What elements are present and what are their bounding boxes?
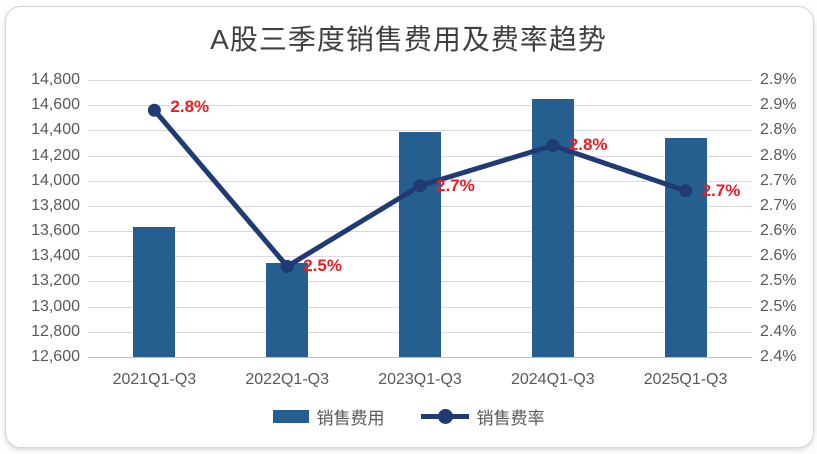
y-axis-left-tick-label: 13,000 <box>31 297 80 315</box>
y-axis-right-tick-label: 2.4% <box>760 348 797 365</box>
line-series-swatch-icon <box>420 408 469 425</box>
point-label: 2.8% <box>568 135 608 155</box>
y-axis-right-tick-label: 2.8% <box>760 121 797 139</box>
gridline <box>88 357 752 358</box>
line-marker-icon <box>280 259 294 273</box>
bar-2023Q1-Q3 <box>399 131 441 357</box>
bar-2022Q1-Q3 <box>266 262 309 357</box>
gridline <box>88 80 752 81</box>
legend-label-expense-ratio: 销售费率 <box>476 408 545 428</box>
bar-2021Q1-Q3 <box>133 227 176 357</box>
legend-item-expense-ratio: 销售费率 <box>420 404 545 429</box>
y-axis-right-tick-label: 2.5% <box>760 272 797 290</box>
y-axis-right-tick-label: 2.6% <box>760 222 797 240</box>
chart-title: A股三季度销售费用及费率趋势 <box>210 24 607 55</box>
y-axis-right-tick-label: 2.7% <box>760 196 797 214</box>
x-axis-tick-label: 2022Q1-Q3 <box>245 371 329 388</box>
point-label: 2.7% <box>436 175 475 195</box>
y-axis-left-tick-label: 14,000 <box>31 171 80 189</box>
legend-item-sales-expense: 销售费用 <box>272 404 385 429</box>
line-marker-icon <box>546 138 560 152</box>
y-axis-left-tick-label: 14,200 <box>31 146 80 164</box>
gridline <box>88 105 752 107</box>
y-axis-left-tick-label: 12,600 <box>31 348 80 365</box>
point-label: 2.8% <box>170 97 210 117</box>
y-axis-left-tick-label: 13,200 <box>31 272 80 290</box>
bar-series-swatch-icon <box>272 409 309 423</box>
y-axis-right-tick-label: 2.9% <box>760 71 797 88</box>
gridline <box>88 130 752 132</box>
x-axis-tick-label: 2024Q1-Q3 <box>510 371 595 388</box>
y-axis-left-tick-label: 13,400 <box>31 247 80 265</box>
legend-label-sales-expense: 销售费用 <box>316 408 385 428</box>
y-axis-left-tick-label: 12,800 <box>31 322 80 340</box>
y-axis-left-tick-label: 13,600 <box>31 222 80 240</box>
y-axis-left-tick-label: 14,400 <box>31 121 80 139</box>
bar-2025Q1-Q3 <box>664 137 707 357</box>
point-label: 2.7% <box>701 180 741 200</box>
y-axis-right-tick-label: 2.8% <box>760 146 797 164</box>
y-axis-right-tick-label: 2.7% <box>760 171 797 189</box>
x-axis-tick-label: 2021Q1-Q3 <box>112 371 197 388</box>
legend: 销售费用 销售费率 <box>0 402 817 430</box>
line-marker-icon <box>679 184 693 198</box>
y-axis-right-tick-label: 2.9% <box>760 96 797 114</box>
line-swatch-marker-icon <box>437 408 453 424</box>
x-axis-tick-label: 2025Q1-Q3 <box>643 371 728 388</box>
line-marker-icon <box>413 179 427 193</box>
y-axis-left-tick-label: 14,600 <box>31 96 80 114</box>
point-label: 2.5% <box>303 256 342 276</box>
y-axis-right-tick-label: 2.6% <box>760 247 797 265</box>
trend-line-layer <box>147 103 693 273</box>
y-axis-left-tick-label: 14,800 <box>31 71 80 88</box>
y-axis-right-tick-label: 2.5% <box>760 297 797 315</box>
line-marker-icon <box>147 103 161 117</box>
y-axis-left-tick-label: 13,800 <box>31 196 80 214</box>
x-axis-tick-label: 2023Q1-Q3 <box>378 371 462 388</box>
y-axis-right-tick-label: 2.4% <box>760 322 797 340</box>
